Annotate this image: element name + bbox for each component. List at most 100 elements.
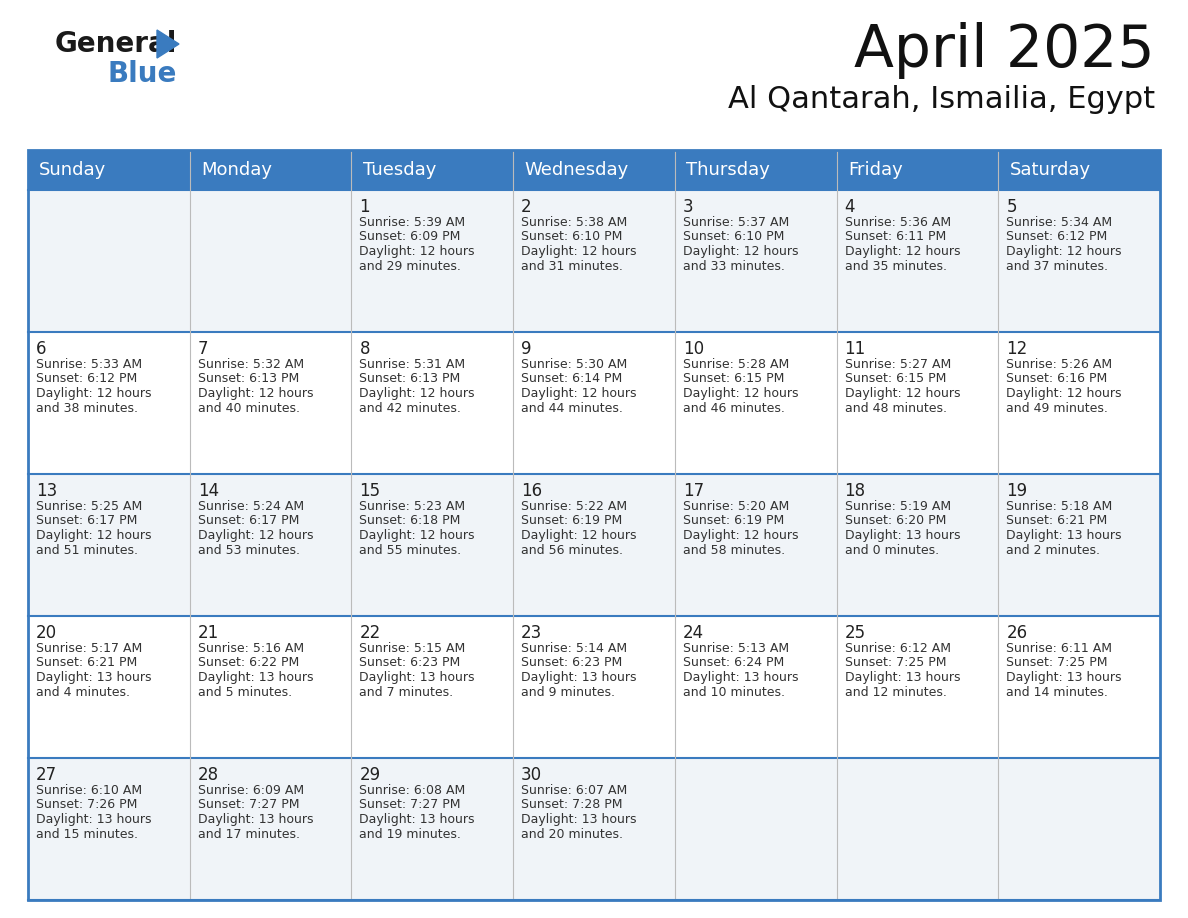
Text: 11: 11: [845, 340, 866, 358]
Bar: [513, 190, 675, 332]
Text: Sunset: 7:25 PM: Sunset: 7:25 PM: [845, 656, 946, 669]
Text: Sunset: 6:21 PM: Sunset: 6:21 PM: [1006, 514, 1107, 528]
Text: and 46 minutes.: and 46 minutes.: [683, 401, 785, 415]
Text: Daylight: 12 hours: Daylight: 12 hours: [683, 529, 798, 542]
Text: and 9 minutes.: and 9 minutes.: [522, 686, 615, 699]
Text: Sunset: 6:23 PM: Sunset: 6:23 PM: [522, 656, 623, 669]
Text: and 49 minutes.: and 49 minutes.: [1006, 401, 1108, 415]
Text: 27: 27: [36, 766, 57, 784]
Text: Sunset: 6:12 PM: Sunset: 6:12 PM: [36, 373, 138, 386]
Bar: [998, 332, 1159, 474]
Bar: [998, 150, 1159, 190]
Text: Sunset: 6:16 PM: Sunset: 6:16 PM: [1006, 373, 1107, 386]
Bar: [998, 190, 1159, 332]
Bar: [998, 474, 1159, 616]
Text: 28: 28: [197, 766, 219, 784]
Text: Sunrise: 6:08 AM: Sunrise: 6:08 AM: [360, 784, 466, 797]
Text: Al Qantarah, Ismailia, Egypt: Al Qantarah, Ismailia, Egypt: [728, 85, 1155, 114]
Text: and 14 minutes.: and 14 minutes.: [1006, 686, 1108, 699]
Text: Sunrise: 5:32 AM: Sunrise: 5:32 AM: [197, 358, 304, 371]
Text: and 33 minutes.: and 33 minutes.: [683, 260, 785, 273]
Text: and 35 minutes.: and 35 minutes.: [845, 260, 947, 273]
Text: Daylight: 12 hours: Daylight: 12 hours: [1006, 245, 1121, 258]
Text: 15: 15: [360, 482, 380, 500]
Text: Sunrise: 5:18 AM: Sunrise: 5:18 AM: [1006, 500, 1112, 513]
Text: 26: 26: [1006, 624, 1028, 642]
Text: 25: 25: [845, 624, 866, 642]
Bar: [836, 332, 998, 474]
Bar: [513, 150, 675, 190]
Text: 13: 13: [36, 482, 57, 500]
Text: and 10 minutes.: and 10 minutes.: [683, 686, 785, 699]
Text: Daylight: 12 hours: Daylight: 12 hours: [360, 529, 475, 542]
Bar: [190, 150, 352, 190]
Bar: [29, 190, 190, 332]
Bar: [998, 758, 1159, 900]
Text: and 51 minutes.: and 51 minutes.: [36, 543, 138, 556]
Bar: [352, 332, 513, 474]
Text: 6: 6: [36, 340, 46, 358]
Text: Daylight: 13 hours: Daylight: 13 hours: [360, 813, 475, 826]
Bar: [836, 758, 998, 900]
Bar: [836, 616, 998, 758]
Text: Sunset: 7:27 PM: Sunset: 7:27 PM: [360, 799, 461, 812]
Bar: [513, 474, 675, 616]
Text: and 53 minutes.: and 53 minutes.: [197, 543, 299, 556]
Text: Sunset: 7:28 PM: Sunset: 7:28 PM: [522, 799, 623, 812]
Text: Daylight: 13 hours: Daylight: 13 hours: [1006, 671, 1121, 684]
Bar: [29, 150, 190, 190]
Text: 5: 5: [1006, 198, 1017, 216]
Text: Sunrise: 5:37 AM: Sunrise: 5:37 AM: [683, 216, 789, 229]
Bar: [29, 616, 190, 758]
Text: Sunrise: 5:23 AM: Sunrise: 5:23 AM: [360, 500, 466, 513]
Text: Sunrise: 5:36 AM: Sunrise: 5:36 AM: [845, 216, 950, 229]
Text: and 56 minutes.: and 56 minutes.: [522, 543, 624, 556]
Text: Daylight: 12 hours: Daylight: 12 hours: [522, 529, 637, 542]
Text: 20: 20: [36, 624, 57, 642]
Polygon shape: [157, 30, 179, 58]
Text: Sunrise: 6:09 AM: Sunrise: 6:09 AM: [197, 784, 304, 797]
Text: 2: 2: [522, 198, 532, 216]
Text: Sunset: 6:11 PM: Sunset: 6:11 PM: [845, 230, 946, 243]
Text: 14: 14: [197, 482, 219, 500]
Text: Daylight: 13 hours: Daylight: 13 hours: [1006, 529, 1121, 542]
Text: Sunset: 6:13 PM: Sunset: 6:13 PM: [360, 373, 461, 386]
Text: Sunrise: 5:34 AM: Sunrise: 5:34 AM: [1006, 216, 1112, 229]
Text: Blue: Blue: [107, 60, 176, 88]
Text: and 38 minutes.: and 38 minutes.: [36, 401, 138, 415]
Bar: [836, 474, 998, 616]
Text: Sunset: 6:18 PM: Sunset: 6:18 PM: [360, 514, 461, 528]
Bar: [352, 150, 513, 190]
Text: Daylight: 12 hours: Daylight: 12 hours: [522, 245, 637, 258]
Text: Sunrise: 5:16 AM: Sunrise: 5:16 AM: [197, 642, 304, 655]
Text: Sunset: 6:09 PM: Sunset: 6:09 PM: [360, 230, 461, 243]
Text: Sunrise: 5:20 AM: Sunrise: 5:20 AM: [683, 500, 789, 513]
Text: Sunset: 6:10 PM: Sunset: 6:10 PM: [522, 230, 623, 243]
Text: and 55 minutes.: and 55 minutes.: [360, 543, 462, 556]
Bar: [513, 758, 675, 900]
Text: and 0 minutes.: and 0 minutes.: [845, 543, 939, 556]
Text: 7: 7: [197, 340, 208, 358]
Text: Sunset: 6:23 PM: Sunset: 6:23 PM: [360, 656, 461, 669]
Bar: [190, 474, 352, 616]
Text: Sunrise: 5:25 AM: Sunrise: 5:25 AM: [36, 500, 143, 513]
Text: Daylight: 12 hours: Daylight: 12 hours: [360, 387, 475, 400]
Bar: [675, 190, 836, 332]
Text: Daylight: 12 hours: Daylight: 12 hours: [36, 529, 152, 542]
Bar: [352, 758, 513, 900]
Bar: [352, 616, 513, 758]
Text: 12: 12: [1006, 340, 1028, 358]
Text: Sunrise: 5:19 AM: Sunrise: 5:19 AM: [845, 500, 950, 513]
Text: Sunrise: 5:14 AM: Sunrise: 5:14 AM: [522, 642, 627, 655]
Text: Sunset: 6:15 PM: Sunset: 6:15 PM: [683, 373, 784, 386]
Text: and 5 minutes.: and 5 minutes.: [197, 686, 292, 699]
Text: Sunset: 7:27 PM: Sunset: 7:27 PM: [197, 799, 299, 812]
Text: Sunrise: 6:10 AM: Sunrise: 6:10 AM: [36, 784, 143, 797]
Text: Sunday: Sunday: [39, 161, 107, 179]
Text: and 12 minutes.: and 12 minutes.: [845, 686, 947, 699]
Text: Wednesday: Wednesday: [524, 161, 628, 179]
Text: 16: 16: [522, 482, 542, 500]
Text: Sunset: 6:19 PM: Sunset: 6:19 PM: [522, 514, 623, 528]
Bar: [29, 332, 190, 474]
Bar: [675, 616, 836, 758]
